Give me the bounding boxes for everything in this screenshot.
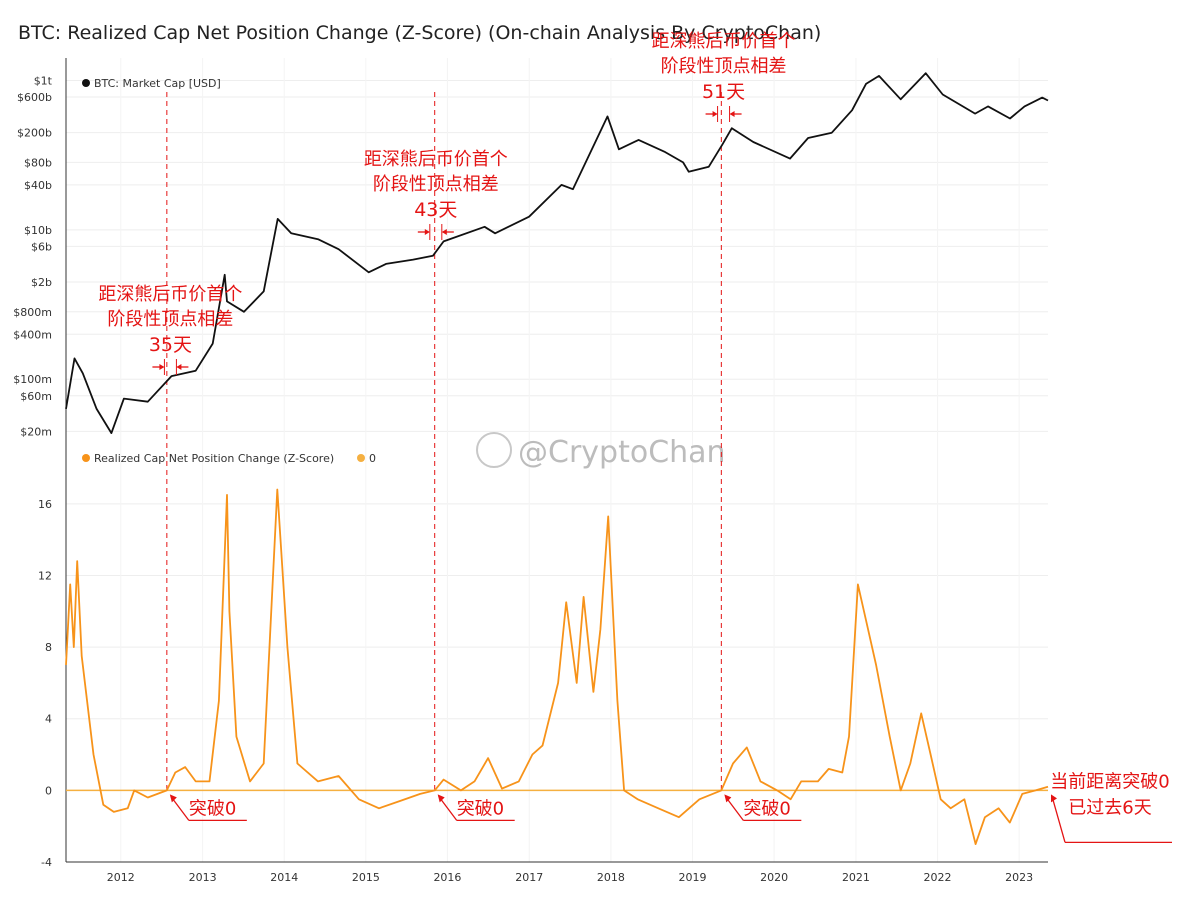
zscore-series-line: [65, 488, 1049, 845]
zscore-y-tick-label: 8: [45, 641, 52, 654]
price-y-tick-label: $1t: [34, 74, 53, 87]
current-note-line2: 已过去6天: [1068, 797, 1151, 818]
breakthrough-label: 突破0: [189, 798, 236, 819]
breakthrough-arrow: [438, 795, 458, 821]
x-tick-label: 2019: [678, 871, 706, 884]
gap-annotation-line2: 阶段性顶点相差: [373, 174, 499, 195]
x-tick-label: 2012: [107, 871, 135, 884]
weibo-logo-icon: [476, 432, 512, 468]
price-legend-marker: [82, 79, 90, 87]
price-y-tick-label: $80b: [24, 156, 52, 169]
gap-annotation-days: 43天: [414, 199, 457, 221]
x-tick-label: 2015: [352, 871, 380, 884]
x-tick-label: 2018: [597, 871, 625, 884]
zero-legend-label: 0: [369, 452, 376, 465]
x-tick-label: 2023: [1005, 871, 1033, 884]
breakthrough-arrow-head-icon: [169, 794, 177, 803]
x-tick-label: 2020: [760, 871, 788, 884]
x-tick-label: 2017: [515, 871, 543, 884]
watermark-text: @CryptoChan: [518, 435, 726, 470]
zscore-legend-marker: [82, 454, 90, 462]
gap-arrow-right-head-icon: [729, 111, 735, 117]
zscore-y-tick-label: 16: [38, 498, 52, 511]
zero-legend-marker: [357, 454, 365, 462]
price-y-tick-label: $40b: [24, 179, 52, 192]
gap-annotation-line2: 阶段性顶点相差: [661, 56, 787, 77]
price-y-tick-label: $600b: [17, 91, 52, 104]
price-y-tick-label: $60m: [20, 390, 52, 403]
gap-arrow-left-head-icon: [159, 364, 165, 370]
gap-annotation-line1: 距深熊后币价首个: [364, 149, 508, 170]
zscore-y-tick-label: -4: [41, 856, 52, 869]
breakthrough-label: 突破0: [743, 798, 790, 819]
zscore-y-tick-label: 0: [45, 784, 52, 797]
price-y-tick-label: $200b: [17, 127, 52, 140]
breakthrough-arrow-head-icon: [724, 794, 732, 803]
page-title: BTC: Realized Cap Net Position Change (Z…: [18, 22, 822, 44]
gap-annotation-line1: 距深熊后币价首个: [652, 31, 796, 52]
gap-annotation-days: 35天: [149, 334, 192, 356]
breakthrough-label: 突破0: [457, 798, 504, 819]
price-y-tick-label: $2b: [31, 276, 52, 289]
price-y-tick-label: $400m: [13, 328, 52, 341]
zscore-y-tick-label: 12: [38, 569, 52, 582]
zscore-y-tick-label: 4: [45, 713, 52, 726]
gap-annotation-line1: 距深熊后币价首个: [98, 284, 242, 305]
breakthrough-arrow: [170, 795, 190, 821]
current-note-line1: 当前距离突破0: [1050, 771, 1169, 792]
price-series-line: [65, 72, 1049, 434]
current-note-arrow: [1051, 796, 1066, 843]
price-y-tick-label: $10b: [24, 224, 52, 237]
gap-annotation-line2: 阶段性顶点相差: [107, 309, 233, 330]
zscore-legend-label: Realized Cap Net Position Change (Z-Scor…: [94, 452, 334, 465]
price-y-tick-label: $100m: [13, 373, 52, 386]
gap-arrow-right-head-icon: [441, 229, 447, 235]
x-tick-label: 2013: [189, 871, 217, 884]
x-tick-label: 2016: [433, 871, 461, 884]
gap-arrow-right-head-icon: [176, 364, 182, 370]
current-note-arrow-head-icon: [1051, 794, 1057, 803]
price-y-tick-label: $20m: [20, 425, 52, 438]
x-tick-label: 2021: [842, 871, 870, 884]
price-y-tick-label: $6b: [31, 240, 52, 253]
gap-arrow-left-head-icon: [424, 229, 430, 235]
gap-arrow-left-head-icon: [712, 111, 718, 117]
gap-annotation-days: 51天: [702, 81, 745, 103]
x-tick-label: 2022: [924, 871, 952, 884]
breakthrough-arrow-head-icon: [437, 794, 445, 803]
x-tick-label: 2014: [270, 871, 298, 884]
price-y-tick-label: $800m: [13, 306, 52, 319]
price-legend-label: BTC: Market Cap [USD]: [94, 77, 221, 90]
